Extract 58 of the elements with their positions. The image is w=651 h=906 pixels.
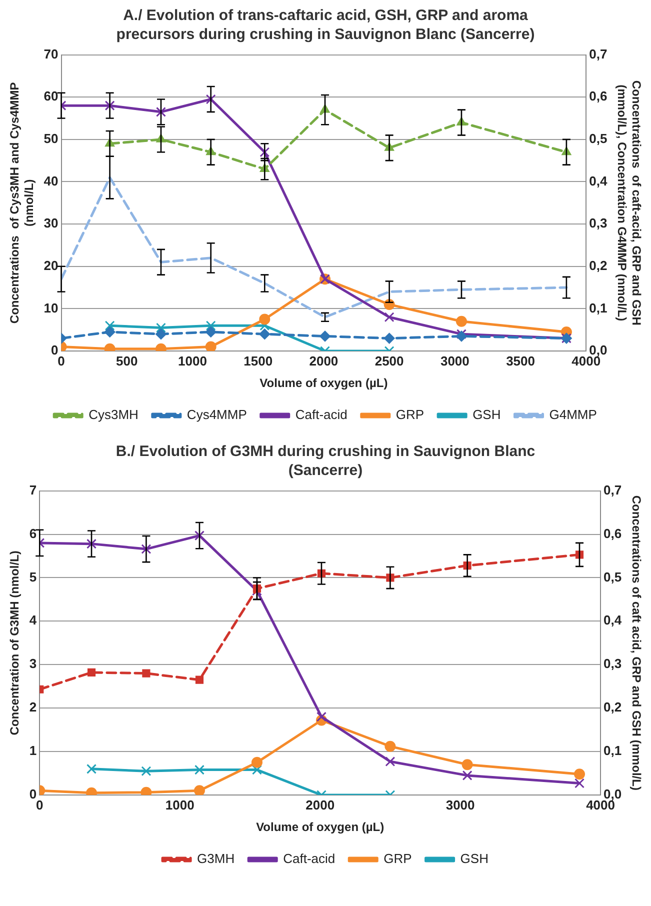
x-tick-label: 500 [116, 353, 138, 368]
y2-tick-label: 0,6 [589, 88, 608, 104]
y2-tick-label: 0,7 [589, 46, 608, 62]
y2-tick-label: 0,6 [604, 526, 622, 541]
y-tick-label: 0 [51, 342, 58, 358]
chart-title: B./ Evolution of G3MH during crushing in Sauvignon Blanc (Sancerre) [114, 442, 536, 480]
y2-tick-label: 0,2 [604, 700, 622, 715]
y-tick-label: 60 [44, 88, 58, 104]
y-tick-label: 40 [44, 173, 58, 188]
x-tick-label: 1000 [165, 797, 194, 812]
y-tick-label: 7 [29, 482, 37, 498]
y2-tick-label: 0,5 [604, 569, 622, 584]
legend-label: GSH [460, 851, 488, 866]
legend-label: Caft-acid [283, 851, 336, 866]
y2-tick-label: 0,7 [604, 482, 622, 498]
x-tick-label: 3000 [440, 353, 470, 368]
y-tick-label: 10 [44, 300, 58, 316]
x-axis-title: Volume of oxygen (µL) [260, 376, 388, 390]
y-tick-label: 70 [44, 46, 58, 62]
y2-tick-label: 0,1 [589, 300, 608, 316]
legend-label: G3MH [197, 851, 235, 866]
y2-axis-title: Concentrations of caft-acid, GRP and GSH (mmol/L), Concentration G4MMP (nmol/L) [615, 80, 644, 326]
x-tick-label: 3500 [506, 353, 535, 368]
y2-tick-label: 0,2 [589, 258, 608, 273]
y2-tick-label: 0,4 [589, 173, 608, 188]
x-tick-label: 2000 [309, 353, 338, 368]
y-axis-title: Concentrations of Cys3MH and Cys4MMP (nmol/L) [8, 82, 36, 324]
y-tick-label: 4 [29, 612, 38, 628]
y-axis-title: Concentration of G3MH (nmol/L) [8, 550, 22, 736]
y2-tick-label: 0,4 [604, 612, 622, 628]
x-tick-label: 2500 [374, 353, 404, 368]
x-tick-label: 1500 [244, 353, 273, 368]
y-tick-label: 1 [29, 743, 37, 758]
y-tick-label: 30 [44, 216, 58, 231]
y2-tick-label: 0,5 [589, 131, 608, 146]
y2-tick-label: 0,3 [589, 216, 608, 231]
legend-label: GSH [472, 407, 501, 422]
legend-label: GRP [396, 407, 424, 422]
y-tick-label: 2 [29, 700, 37, 715]
x-tick-label: 1000 [178, 353, 207, 368]
legend-label: Caft-acid [295, 407, 348, 422]
chart-title: A./ Evolution of trans-caftaric acid, GSH, GRP and aroma precursors during crushing in Sauvignon Blanc (Sancerre) [115, 6, 536, 44]
y-tick-label: 20 [44, 258, 58, 273]
y2-axis-title: Concentrations of caft acid, GRP and GSH (mmol/L) [629, 495, 644, 790]
y-tick-label: 50 [44, 131, 58, 146]
legend-label: Cys4MMP [186, 407, 247, 422]
legend-label: G4MMP [549, 407, 597, 422]
x-tick-label: 2000 [306, 797, 335, 812]
y-tick-label: 6 [29, 526, 37, 541]
y2-tick-label: 0,3 [604, 656, 622, 672]
y-tick-label: 3 [29, 656, 37, 672]
y-tick-label: 5 [29, 569, 37, 584]
y2-tick-label: 0,1 [604, 743, 622, 758]
x-tick-label: 3000 [446, 797, 475, 812]
legend-label: GRP [384, 851, 412, 866]
x-axis-title: Volume of oxygen (µL) [256, 820, 384, 834]
y-tick-label: 0 [29, 786, 37, 802]
legend-label: Cys3MH [88, 407, 138, 422]
